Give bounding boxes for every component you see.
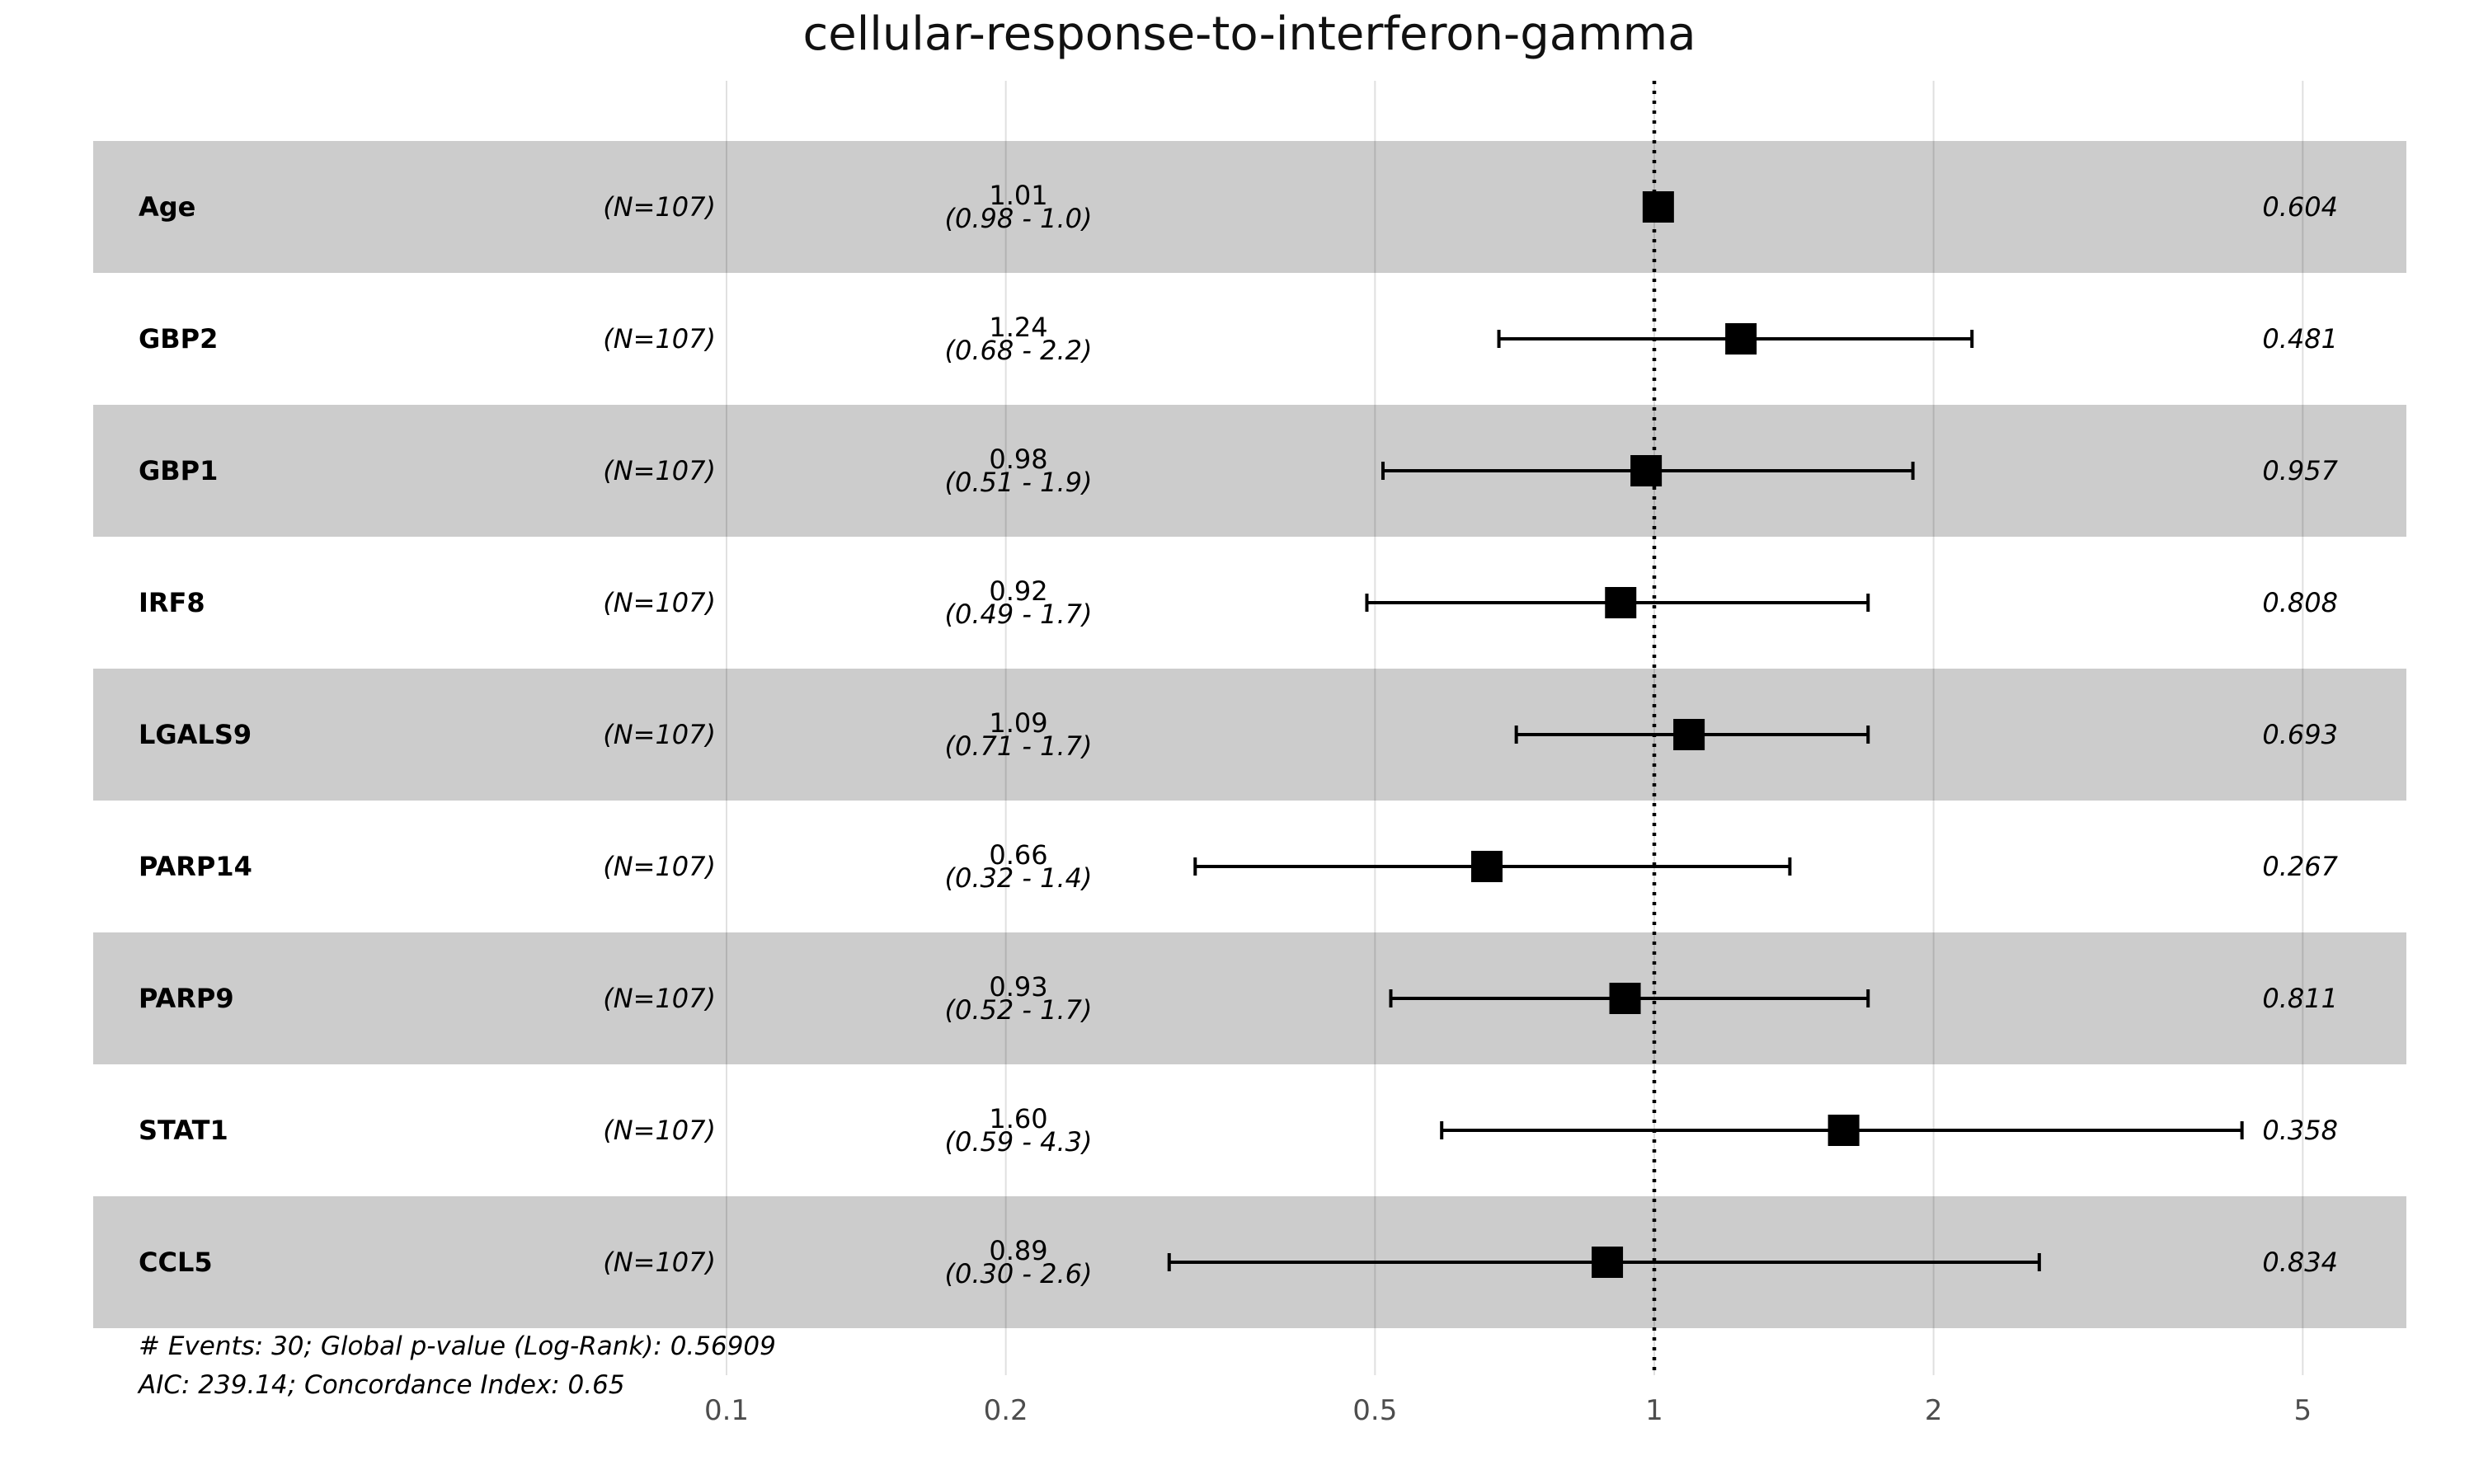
p-value-label: 0.693 [2262, 719, 2338, 750]
hazard-ratio-marker [1470, 851, 1503, 882]
footnote-aic: AIC: 239.14; Concordance Index: 0.65 [137, 1370, 625, 1400]
variable-label: Age [139, 191, 195, 223]
footnote-events: # Events: 30; Global p-value (Log-Rank):… [139, 1331, 776, 1361]
forest-row: PARP9 (N=107) 0.93(0.52 - 1.7) 0.811 [139, 971, 2338, 1026]
hazard-ratio-label: 0.92 [989, 575, 1047, 607]
n-label: (N=107) [603, 851, 716, 882]
hazard-ratio-marker [1609, 983, 1641, 1014]
ci-label: (0.32 - 1.4) [945, 862, 1093, 894]
ci-label: (0.30 - 2.6) [945, 1258, 1093, 1289]
p-value-label: 0.481 [2262, 323, 2338, 355]
hazard-ratio-label: 0.98 [989, 444, 1047, 475]
hazard-ratio-marker [1592, 1247, 1624, 1278]
n-label: (N=107) [603, 1115, 716, 1146]
n-label: (N=107) [603, 587, 716, 618]
forest-row: GBP2 (N=107) 1.24(0.68 - 2.2) 0.481 [139, 312, 2338, 366]
ci-label: (0.98 - 1.0) [945, 203, 1093, 234]
forest-rows: Age (N=107) 1.01(0.98 - 1.0) 0.604 GBP2 (N=10… [139, 180, 2339, 1289]
forest-row: PARP14 (N=107) 0.66(0.32 - 1.4) 0.267 [139, 839, 2339, 894]
forest-row: STAT1 (N=107) 1.60(0.59 - 4.3) 0.358 [139, 1103, 2338, 1158]
x-tick-label: 5 [2294, 1394, 2312, 1427]
hazard-ratio-label: 1.01 [989, 180, 1047, 211]
p-value-label: 0.604 [2262, 191, 2338, 223]
p-value-label: 0.808 [2262, 587, 2338, 618]
n-label: (N=107) [603, 191, 716, 223]
forest-row: IRF8 (N=107) 0.92(0.49 - 1.7) 0.808 [139, 575, 2338, 630]
row-band [93, 141, 2406, 273]
variable-label: GBP2 [139, 323, 218, 355]
hazard-ratio-marker [1827, 1115, 1860, 1146]
forest-row: CCL5 (N=107) 0.89(0.30 - 2.6) 0.834 [139, 1235, 2338, 1289]
row-bands [93, 141, 2406, 1328]
ci-label: (0.52 - 1.7) [945, 994, 1093, 1026]
hazard-ratio-marker [1630, 455, 1663, 486]
hazard-ratio-label: 1.60 [989, 1103, 1047, 1134]
x-tick-label: 0.2 [984, 1394, 1028, 1427]
variable-label: PARP9 [139, 983, 234, 1014]
variable-label: LGALS9 [139, 719, 252, 750]
hazard-ratio-label: 0.66 [989, 839, 1047, 871]
variable-label: CCL5 [139, 1247, 213, 1278]
variable-label: STAT1 [139, 1115, 228, 1146]
hazard-ratio-label: 1.09 [989, 707, 1047, 739]
vertical-gridlines [726, 81, 2304, 1375]
hazard-ratio-marker [1605, 587, 1637, 618]
forest-row: LGALS9 (N=107) 1.09(0.71 - 1.7) 0.693 [139, 707, 2338, 762]
hazard-ratio-label: 0.89 [989, 1235, 1047, 1266]
row-band [93, 669, 2406, 801]
variable-label: GBP1 [139, 455, 218, 486]
x-tick-label: 0.1 [704, 1394, 749, 1427]
ci-label: (0.59 - 4.3) [945, 1126, 1093, 1158]
ci-label: (0.51 - 1.9) [945, 467, 1093, 498]
n-label: (N=107) [603, 719, 716, 750]
ci-label: (0.71 - 1.7) [945, 730, 1093, 762]
row-band [93, 405, 2406, 537]
p-value-label: 0.957 [2262, 455, 2338, 486]
p-value-label: 0.811 [2262, 983, 2338, 1014]
hazard-ratio-label: 1.24 [989, 312, 1047, 343]
hazard-ratio-marker [1673, 719, 1705, 750]
forest-row: Age (N=107) 1.01(0.98 - 1.0) 0.604 [139, 180, 2338, 234]
x-axis-ticks: 0.1 0.2 0.5 1 2 5 [704, 1394, 2312, 1427]
forest-row: GBP1 (N=107) 0.98(0.51 - 1.9) 0.957 [139, 444, 2339, 498]
x-tick-label: 1 [1645, 1394, 1663, 1427]
p-value-label: 0.267 [2262, 851, 2338, 882]
n-label: (N=107) [603, 323, 716, 355]
chart-title: cellular-response-to-interferon-gamma [802, 7, 1696, 61]
hazard-ratio-label: 0.93 [989, 971, 1047, 1003]
hazard-ratio-marker [1642, 191, 1674, 223]
ci-label: (0.68 - 2.2) [945, 335, 1093, 366]
ci-label: (0.49 - 1.7) [945, 599, 1093, 630]
n-label: (N=107) [603, 1247, 716, 1278]
x-tick-label: 2 [1925, 1394, 1943, 1427]
n-label: (N=107) [603, 455, 716, 486]
hazard-ratio-marker [1725, 323, 1757, 355]
variable-label: PARP14 [139, 851, 252, 882]
x-tick-label: 0.5 [1352, 1394, 1397, 1427]
row-band [93, 932, 2406, 1064]
variable-label: IRF8 [139, 587, 205, 618]
n-label: (N=107) [603, 983, 716, 1014]
p-value-label: 0.358 [2262, 1115, 2338, 1146]
p-value-label: 0.834 [2262, 1247, 2338, 1278]
